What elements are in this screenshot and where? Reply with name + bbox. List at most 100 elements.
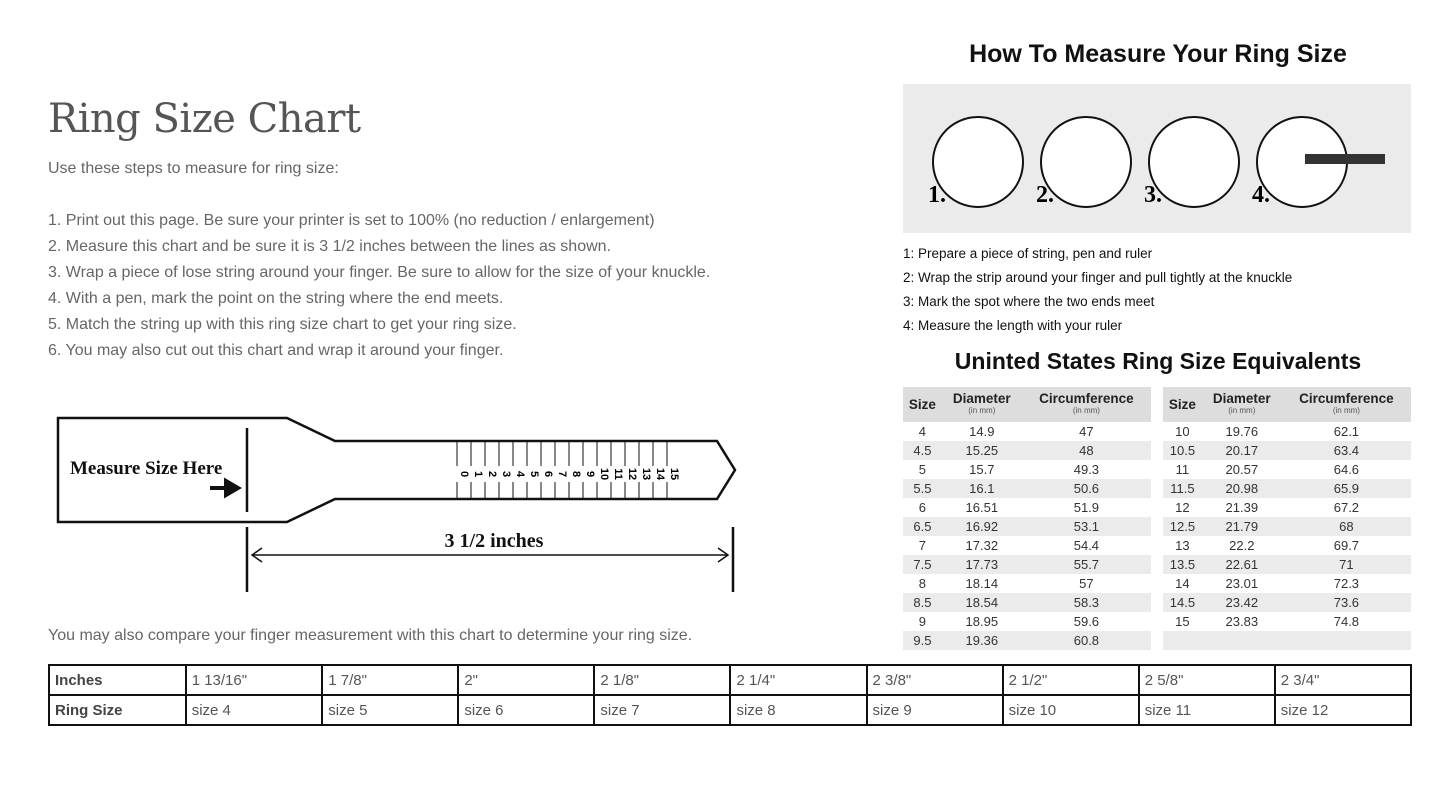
instruction-step: 2. Measure this chart and be sure it is …	[48, 238, 611, 255]
table-cell: 6	[918, 500, 927, 515]
instruction-step: 4. With a pen, mark the point on the str…	[48, 290, 504, 307]
step-illustration-circle	[1040, 116, 1132, 208]
table-cell: 65.9	[1281, 479, 1411, 498]
compare-table: Inches 1 13/16" 1 7/8" 2" 2 1/8" 2 1/4" 2 3/8"…	[48, 664, 1413, 726]
arrow-right-icon	[210, 477, 242, 499]
compare-cell: 2"	[457, 664, 596, 696]
table-cell: 9	[918, 614, 927, 629]
header-label: Diameter	[952, 390, 1011, 406]
ruler-tick-label: 8	[570, 471, 582, 477]
ruler-tick-label: 6	[542, 471, 554, 477]
header-label: Circumference	[1039, 390, 1134, 406]
table-cell: 13	[1175, 538, 1190, 553]
table-row: 10.5 20.17 63.4	[1163, 441, 1411, 460]
table-row	[1163, 631, 1411, 650]
table-cell: 5.5	[903, 479, 942, 498]
table-row: 6 16.51 51.9	[903, 498, 1151, 517]
compare-cell: 2 3/8"	[865, 664, 1004, 696]
table-cell: 19.36	[941, 631, 1022, 650]
ruler-tick-label: 11	[612, 468, 624, 480]
instruction-step: 1. Print out this page. Be sure your pri…	[48, 212, 655, 229]
step-illustration-circle	[1148, 116, 1240, 208]
table-cell	[1281, 631, 1411, 650]
ruler-tick-label: 12	[626, 468, 638, 480]
table-cell: 47	[1079, 424, 1094, 439]
step-illustration-circle	[932, 116, 1024, 208]
compare-cell: size 7	[593, 694, 732, 726]
compare-cell: Inches	[48, 664, 187, 696]
table-cell: 9.5	[903, 631, 942, 650]
table-row: 6.5 16.92 53.1	[903, 517, 1151, 536]
ruler-tick-label: 9	[584, 471, 596, 477]
ruler-tick-label: 10	[598, 468, 610, 480]
table-row: 12 21.39 67.2	[1163, 498, 1411, 517]
table-row: 14 23.01 72.3	[1163, 574, 1411, 593]
step-number: 3.	[1144, 182, 1162, 208]
table-cell: 20.17	[1201, 441, 1282, 460]
unit-label: (in mm)	[1072, 405, 1100, 415]
ruler-tick-label: 14	[654, 468, 666, 481]
equiv-table-right: Size Diameter (in mm) Circumference (in mm) 1…	[1163, 387, 1411, 650]
table-row: 11.5 20.98 65.9	[1163, 479, 1411, 498]
compare-cell: size 4	[184, 694, 324, 726]
compare-cell: 2 1/8"	[593, 664, 732, 696]
table-cell: 12	[1175, 500, 1190, 515]
table-cell: 14	[1175, 576, 1190, 591]
length-label: 3 1/2 inches	[445, 530, 544, 552]
table-row: 15 23.83 74.8	[1163, 612, 1411, 631]
header-label: Size	[908, 396, 936, 412]
table-cell: 57	[1079, 576, 1094, 591]
table-row: 12.5 21.79 68	[1163, 517, 1411, 536]
table-cell: 63.4	[1281, 441, 1411, 460]
howto-step: 2: Wrap the strip around your finger and…	[903, 270, 1293, 285]
table-cell: 11.5	[1163, 479, 1202, 498]
howto-step: 1: Prepare a piece of string, pen and ru…	[903, 246, 1153, 261]
table-cell: 21.39	[1225, 500, 1259, 515]
table-cell: 18.95	[965, 614, 999, 629]
table-cell: 23.42	[1201, 593, 1282, 612]
intro-text: Use these steps to measure for ring size…	[48, 160, 339, 177]
table-cell: 23.83	[1225, 614, 1259, 629]
howto-illustration: 1. 2. 3. 4.	[903, 84, 1411, 233]
table-row: 4.5 15.25 48	[903, 441, 1151, 460]
unit-label: (in mm)	[968, 405, 996, 415]
step-number: 1.	[928, 182, 946, 208]
compare-cell: size 10	[1001, 694, 1140, 726]
step-number: 4.	[1252, 182, 1270, 208]
ruler-tick-label: 13	[640, 468, 652, 480]
table-row: 14.5 23.42 73.6	[1163, 593, 1411, 612]
table-cell: 50.6	[1021, 479, 1151, 498]
ruler-tick-label: 5	[528, 471, 540, 477]
table-cell: 53.1	[1021, 517, 1151, 536]
table-cell: 74.8	[1333, 614, 1360, 629]
compare-cell: size 6	[457, 694, 596, 726]
table-cell: 13.5	[1163, 555, 1202, 574]
table-cell: 18.14	[965, 576, 999, 591]
ruler-tick-label: 7	[556, 471, 568, 477]
table-cell: 73.6	[1281, 593, 1411, 612]
compare-cell: 1 13/16"	[184, 664, 324, 696]
compare-cell: size 8	[729, 694, 868, 726]
table-row: 5 15.7 49.3	[903, 460, 1151, 479]
table-cell: 15.7	[969, 462, 995, 477]
table-cell: 19.76	[1225, 424, 1259, 439]
compare-cell: size 11	[1137, 694, 1276, 726]
table-cell: 5	[918, 462, 927, 477]
table-cell: 14.9	[969, 424, 995, 439]
header-label: Circumference	[1299, 390, 1394, 406]
table-cell: 7	[918, 538, 927, 553]
compare-cell: 2 3/4"	[1273, 664, 1413, 696]
table-row: 9 18.95 59.6	[903, 612, 1151, 631]
instruction-step: 3. Wrap a piece of lose string around yo…	[48, 264, 711, 281]
table-cell: 6.5	[903, 517, 942, 536]
table-cell: 22.61	[1201, 555, 1282, 574]
compare-text: You may also compare your finger measure…	[48, 627, 693, 644]
compare-cell: 2 1/2"	[1001, 664, 1140, 696]
table-cell: 51.9	[1073, 500, 1100, 515]
table-cell: 54.4	[1073, 538, 1100, 553]
ruler-tick-label: 15	[668, 468, 680, 480]
table-cell: 16.92	[941, 517, 1022, 536]
step-number: 2.	[1036, 182, 1054, 208]
howto-step: 4: Measure the length with your ruler	[903, 318, 1123, 333]
table-cell: 15.25	[941, 441, 1022, 460]
